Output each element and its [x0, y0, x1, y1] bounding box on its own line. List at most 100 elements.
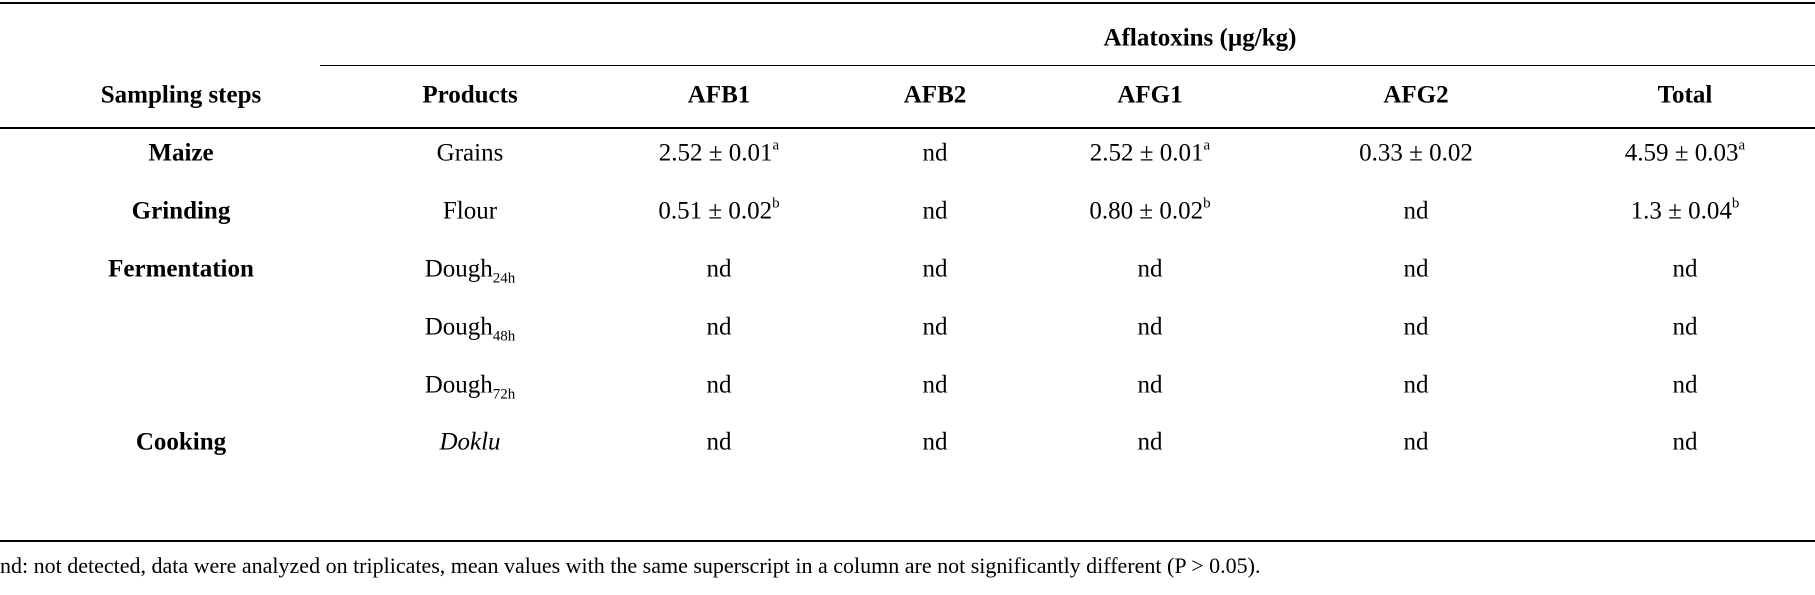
afg2-cell-text: nd — [1403, 197, 1429, 225]
afg2-cell-text: nd — [1403, 371, 1429, 399]
product-cell: Dough24h — [424, 255, 516, 287]
column-header-total: Total — [1657, 81, 1713, 109]
total-cell: nd — [1673, 315, 1698, 340]
afb1-cell-superscript: b — [772, 195, 780, 212]
column-header-afb1: AFB1 — [687, 81, 751, 109]
table-top-rule — [0, 2, 1815, 4]
afb2-cell: nd — [923, 199, 948, 224]
afb2-cell-text: nd — [922, 313, 948, 341]
afg1-cell-text: 2.52 ± 0.01 — [1089, 139, 1204, 167]
product-cell-text: Flour — [442, 197, 498, 225]
column-header-afb2: AFB2 — [903, 81, 967, 109]
sampling-step-cell: Grinding — [132, 199, 231, 224]
total-cell-text: nd — [1672, 313, 1698, 341]
product-cell-subscript: 48h — [492, 328, 516, 345]
afg1-cell-text: nd — [1137, 313, 1163, 341]
sampling-step-cell: Fermentation — [108, 257, 254, 282]
product-cell-text: Grains — [436, 139, 504, 167]
afb1-cell-text: nd — [706, 255, 732, 283]
afb1-cell-superscript: a — [772, 137, 780, 154]
total-cell-superscript: a — [1738, 137, 1746, 154]
sampling-step-cell-text: Grinding — [131, 197, 231, 225]
product-cell: Dough72h — [424, 371, 516, 403]
afg1-cell-text: nd — [1137, 255, 1163, 283]
afg2-cell: nd — [1404, 257, 1429, 282]
header-bottom-rule — [0, 127, 1815, 129]
afg1-cell-superscript: b — [1203, 195, 1211, 212]
product-cell: Flour — [443, 199, 497, 224]
afg1-cell-text: nd — [1137, 428, 1163, 456]
afb1-cell-text: 0.51 ± 0.02 — [658, 197, 773, 225]
afb1-cell: nd — [707, 430, 732, 455]
afg1-cell: 0.80 ± 0.02b — [1089, 196, 1210, 225]
total-cell: nd — [1673, 257, 1698, 282]
afg2-cell-text: nd — [1403, 428, 1429, 456]
afb1-cell-text: nd — [706, 371, 732, 399]
afb2-cell: nd — [923, 141, 948, 166]
afg2-cell: 0.33 ± 0.02 — [1359, 141, 1473, 166]
afb1-cell: nd — [707, 257, 732, 282]
product-cell-text: Dough — [424, 371, 493, 399]
sampling-step-cell: Cooking — [136, 430, 226, 455]
total-cell: nd — [1673, 373, 1698, 398]
total-cell-text: nd — [1672, 428, 1698, 456]
afb2-cell-text: nd — [922, 371, 948, 399]
column-header-afg1: AFG1 — [1117, 81, 1183, 109]
column-header-products: Products — [422, 81, 518, 109]
total-cell-text: 1.3 ± 0.04 — [1630, 197, 1732, 225]
afb2-cell-text: nd — [922, 428, 948, 456]
product-cell-subscript: 72h — [492, 386, 516, 403]
afb2-cell: nd — [923, 373, 948, 398]
product-cell-subscript: 24h — [492, 270, 516, 287]
total-cell-superscript: b — [1731, 195, 1740, 212]
total-cell: 1.3 ± 0.04b — [1630, 196, 1740, 225]
afb1-cell-text: 2.52 ± 0.01 — [658, 139, 773, 167]
afb1-cell: nd — [707, 373, 732, 398]
column-header-sampling-steps: Sampling steps — [100, 81, 262, 109]
afb1-cell-text: nd — [706, 313, 732, 341]
afb2-cell: nd — [923, 315, 948, 340]
afg1-cell-text: 0.80 ± 0.02 — [1089, 197, 1204, 225]
sampling-step-cell-text: Fermentation — [108, 255, 254, 283]
table-bottom-rule — [0, 540, 1815, 542]
afg2-cell: nd — [1404, 373, 1429, 398]
sampling-step-cell-text: Cooking — [135, 428, 227, 456]
product-cell-text: Dough — [424, 255, 493, 283]
afg2-cell-text: nd — [1403, 313, 1429, 341]
afb1-cell: 0.51 ± 0.02b — [658, 196, 779, 225]
total-cell-text: nd — [1672, 371, 1698, 399]
afb1-cell: nd — [707, 315, 732, 340]
total-cell-text: 4.59 ± 0.03 — [1624, 139, 1739, 167]
afb2-cell: nd — [923, 430, 948, 455]
afb2-cell: nd — [923, 257, 948, 282]
product-cell-text: Dough — [424, 313, 493, 341]
product-cell-text: Doklu — [439, 428, 501, 456]
group-header-aflatoxins: Aflatoxins (µg/kg) — [1103, 24, 1297, 52]
afg2-cell-text: 0.33 ± 0.02 — [1359, 139, 1473, 167]
afg2-cell: nd — [1404, 199, 1429, 224]
afg1-cell: 2.52 ± 0.01a — [1089, 138, 1210, 167]
afg1-cell: nd — [1138, 430, 1163, 455]
afb2-cell-text: nd — [922, 197, 948, 225]
afg1-cell-text: nd — [1137, 371, 1163, 399]
afg2-cell-text: nd — [1403, 255, 1429, 283]
table-footnote: nd: not detected, data were analyzed on … — [0, 553, 1261, 578]
afg1-cell: nd — [1138, 373, 1163, 398]
column-header-afg2: AFG2 — [1383, 81, 1449, 109]
product-cell: Dough48h — [424, 313, 516, 345]
group-header-rule — [320, 65, 1815, 66]
afg1-cell: nd — [1138, 315, 1163, 340]
afb2-cell-text: nd — [922, 255, 948, 283]
afg1-cell: nd — [1138, 257, 1163, 282]
total-cell: nd — [1673, 430, 1698, 455]
total-cell: 4.59 ± 0.03a — [1624, 138, 1745, 167]
product-cell: Grains — [437, 141, 504, 166]
sampling-step-cell: Maize — [148, 141, 213, 166]
sampling-step-cell-text: Maize — [148, 139, 214, 167]
afg2-cell: nd — [1404, 430, 1429, 455]
afb1-cell: 2.52 ± 0.01a — [658, 138, 779, 167]
afg2-cell: nd — [1404, 315, 1429, 340]
afb1-cell-text: nd — [706, 428, 732, 456]
total-cell-text: nd — [1672, 255, 1698, 283]
afb2-cell-text: nd — [922, 139, 948, 167]
